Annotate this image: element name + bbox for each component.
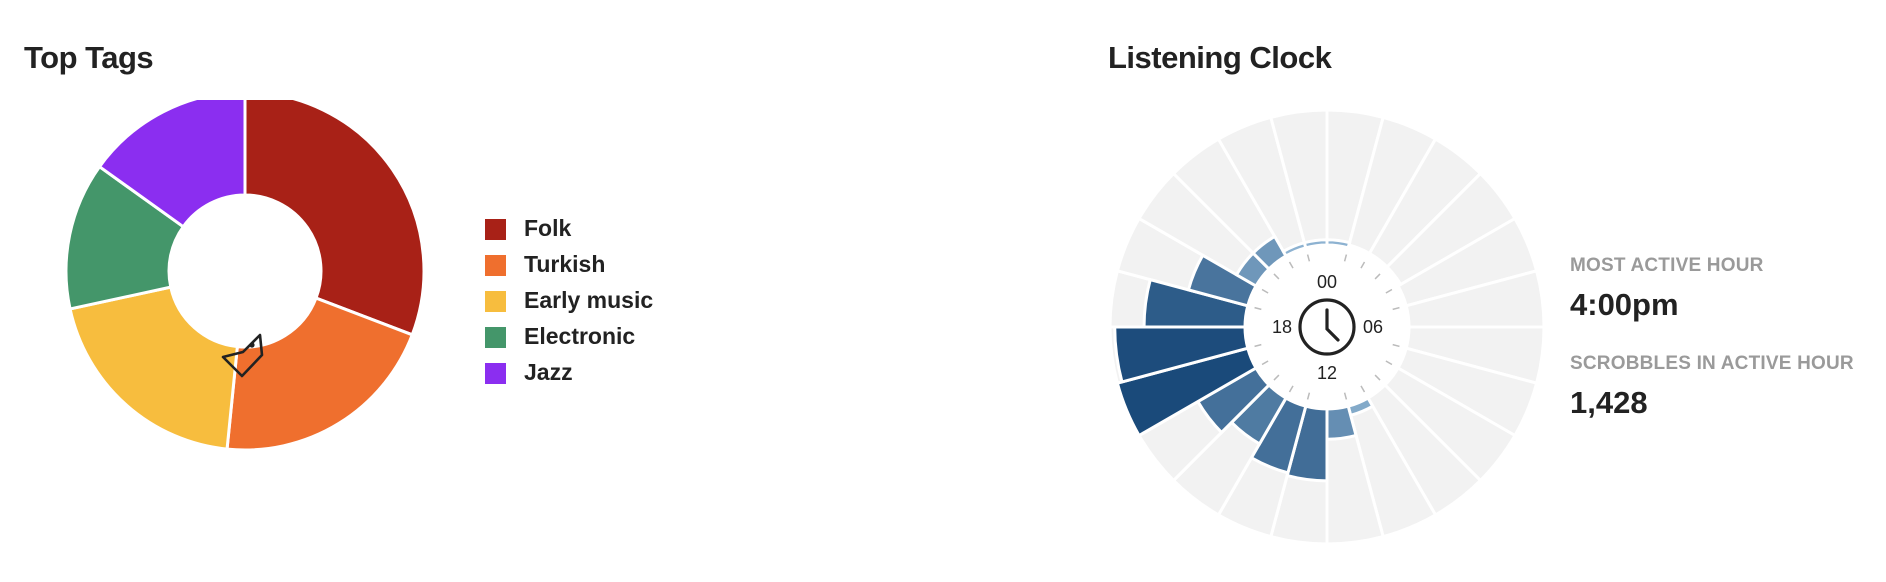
clock-tick	[1343, 254, 1348, 262]
stat-most-active-hour: MOST ACTIVE HOUR 4:00pm	[1570, 255, 1854, 323]
legend-swatch-folk	[485, 219, 506, 240]
clock-tick	[1288, 385, 1294, 393]
clock-tick	[1288, 261, 1294, 269]
clock-tick	[1306, 392, 1311, 400]
clock-stats: MOST ACTIVE HOUR 4:00pm SCROBBLES IN ACT…	[1570, 255, 1854, 451]
donut-slices	[64, 100, 426, 452]
clock-tick	[1254, 343, 1262, 348]
donut-slice-electronic	[64, 164, 186, 311]
tag-icon	[221, 333, 264, 378]
clock-tick	[1392, 306, 1400, 311]
stat-scrobbles-active-hour: SCROBBLES IN ACTIVE HOUR 1,428	[1570, 353, 1854, 421]
donut-slice-folk	[243, 100, 426, 337]
legend-swatch-electronic	[485, 327, 506, 348]
clock-tick	[1273, 273, 1280, 280]
clock-bars	[1113, 234, 1403, 483]
legend-swatch-jazz	[485, 363, 506, 384]
legend-label-early-music: Early music	[524, 287, 653, 313]
legend-label-turkish: Turkish	[524, 251, 605, 277]
clock-background-sectors	[1108, 108, 1546, 546]
stat-value: 4:00pm	[1570, 287, 1679, 322]
clock-tick	[1392, 343, 1400, 348]
clock-tick	[1360, 385, 1366, 393]
stat-label: SCROBBLES IN ACTIVE HOUR	[1570, 353, 1854, 374]
donut-slice-turkish	[225, 296, 415, 452]
clock-tick	[1273, 374, 1280, 381]
clock-tick	[1385, 360, 1393, 366]
clock-tick	[1385, 288, 1393, 294]
clock-label-bottom: 12	[1317, 363, 1337, 383]
clock-bar-03	[1382, 264, 1403, 289]
listening-clock-chart: 00 06 12 18	[1108, 108, 1546, 546]
clock-tick	[1306, 254, 1311, 262]
legend-swatch-turkish	[485, 255, 506, 276]
legend-label-jazz: Jazz	[524, 359, 573, 385]
legend-label-folk: Folk	[524, 215, 571, 241]
stat-label: MOST ACTIVE HOUR	[1570, 255, 1764, 276]
stat-value: 1,428	[1570, 385, 1648, 420]
clock-label-left: 18	[1272, 317, 1292, 337]
clock-bar-00	[1325, 238, 1352, 250]
clock-tick	[1343, 392, 1348, 400]
clock-label-right: 06	[1363, 317, 1383, 337]
clock-bar-23	[1302, 238, 1329, 250]
top-tags-title: Top Tags	[24, 40, 154, 75]
clock-label-top: 00	[1317, 272, 1337, 292]
donut-slice-jazz	[97, 100, 247, 229]
clock-tick	[1261, 360, 1269, 366]
clock-tick	[1374, 374, 1381, 381]
listening-clock-title: Listening Clock	[1108, 40, 1332, 75]
legend-label-electronic: Electronic	[524, 323, 635, 349]
legend-swatch-early-music	[485, 291, 506, 312]
top-tags-chart: Folk Turkish Early music Electronic Jazz	[64, 100, 653, 452]
donut-slice-early-music	[68, 285, 240, 451]
clock-tick	[1254, 306, 1262, 311]
clock-tick	[1360, 261, 1366, 269]
clock-ticks	[1254, 254, 1400, 400]
clock-icon	[1298, 298, 1356, 356]
clock-tick	[1374, 273, 1381, 280]
tags-legend: Folk Turkish Early music Electronic Jazz	[485, 215, 653, 385]
clock-tick	[1261, 288, 1269, 294]
